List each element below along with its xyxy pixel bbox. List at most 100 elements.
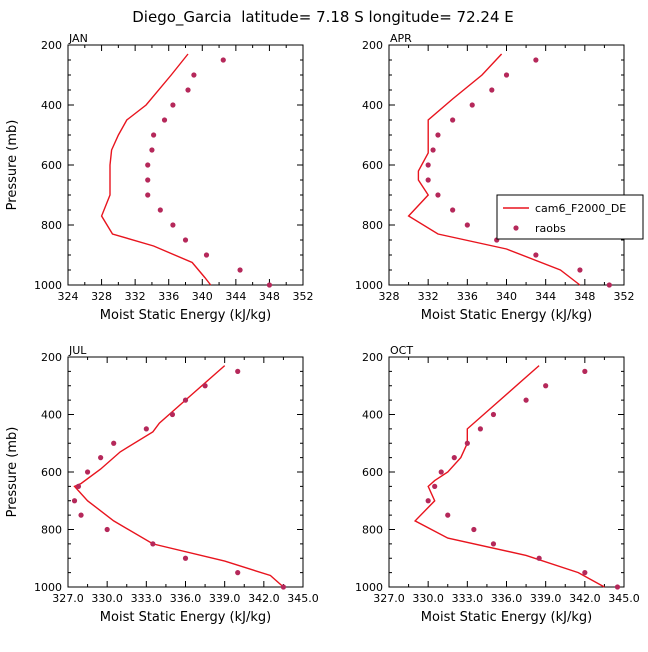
raob-point (151, 132, 157, 138)
x-tick-label: 328 (379, 290, 400, 303)
raob-point (203, 252, 210, 258)
raob-point (577, 267, 583, 273)
legend-dot-swatch (513, 225, 519, 231)
model-line (407, 53, 581, 286)
x-axis-title: Moist Static Energy (kJ/kg) (421, 610, 592, 625)
raob-point (503, 72, 510, 78)
raob-point (614, 584, 621, 590)
raob-point (582, 368, 588, 374)
raob-point (536, 555, 542, 561)
series-line (413, 365, 605, 588)
raob-point (445, 512, 451, 518)
raob-point (280, 584, 287, 590)
series-scatter (145, 57, 273, 288)
x-tick-label: 344 (225, 290, 246, 303)
legend-label: raobs (535, 222, 566, 235)
model-line (413, 365, 605, 588)
raob-point (489, 87, 495, 93)
x-tick-label: 327.0 (373, 592, 405, 605)
raob-point (84, 469, 91, 475)
series-line (100, 53, 212, 286)
y-tick-label: 400 (41, 99, 62, 112)
raob-point (438, 469, 444, 475)
y-axis-title: Pressure (mb) (5, 120, 20, 211)
x-axis-title: Moist Static Energy (kJ/kg) (100, 308, 271, 323)
raob-point (425, 162, 431, 168)
raob-point (150, 541, 156, 547)
x-tick-label: 332 (125, 290, 146, 303)
raob-point (220, 57, 226, 63)
raob-point (169, 411, 176, 418)
series-line (73, 365, 284, 588)
raob-point (237, 267, 243, 273)
y-tick-label: 400 (362, 99, 383, 112)
y-tick-label: 1000 (355, 581, 383, 594)
x-tick-label: 330.0 (412, 592, 444, 605)
y-tick-label: 200 (41, 351, 62, 364)
raob-point (157, 207, 163, 213)
raob-point (606, 282, 612, 288)
raob-point (111, 440, 117, 446)
raob-point (71, 498, 78, 504)
raob-point (425, 498, 431, 504)
x-tick-label: 344 (535, 290, 556, 303)
x-tick-label: 336 (457, 290, 478, 303)
raob-point (471, 526, 477, 533)
x-tick-label: 352 (293, 290, 314, 303)
x-tick-label: 327.0 (52, 592, 84, 605)
y-tick-label: 200 (41, 39, 62, 52)
raob-point (170, 222, 176, 228)
x-axis-title: Moist Static Energy (kJ/kg) (100, 610, 271, 625)
x-tick-label: 339.0 (209, 592, 241, 605)
legend-box (496, 194, 644, 240)
y-tick-label: 800 (362, 524, 383, 537)
x-tick-label: 333.0 (452, 592, 484, 605)
raob-point (464, 440, 470, 446)
raob-point (523, 397, 529, 403)
raob-point (145, 192, 151, 198)
raob-point (143, 426, 149, 432)
x-tick-label: 324 (58, 290, 79, 303)
y-tick-label: 200 (362, 39, 383, 52)
x-tick-label: 348 (259, 290, 280, 303)
y-tick-label: 600 (41, 466, 62, 479)
model-line (100, 53, 212, 286)
y-tick-label: 800 (41, 524, 62, 537)
raob-point (582, 570, 588, 576)
x-tick-label: 340 (192, 290, 213, 303)
x-tick-label: 348 (574, 290, 595, 303)
plot-frame (67, 44, 304, 286)
x-tick-label: 336.0 (491, 592, 523, 605)
y-tick-label: 1000 (34, 581, 62, 594)
legend-label: cam6_F2000_DE (535, 202, 626, 215)
raob-point (161, 117, 168, 123)
raob-point (490, 411, 497, 418)
raob-point (543, 383, 549, 389)
raob-point (432, 483, 438, 489)
x-tick-label: 339.0 (530, 592, 562, 605)
series-line (407, 53, 581, 286)
raob-point (170, 102, 176, 108)
plot-frame (67, 356, 304, 588)
y-tick-label: 400 (362, 409, 383, 422)
raob-point (266, 282, 273, 288)
raob-point (78, 512, 84, 518)
y-tick-label: 800 (362, 219, 383, 232)
panel-label: JAN (68, 32, 88, 45)
x-tick-label: 345.0 (287, 592, 319, 605)
raob-point (450, 207, 456, 213)
model-line (73, 365, 284, 588)
raob-point (191, 72, 197, 78)
raob-point (145, 162, 151, 168)
panel-label: JUL (68, 344, 87, 357)
raob-point (98, 455, 104, 461)
x-tick-label: 340 (496, 290, 517, 303)
raob-point (435, 192, 441, 198)
plot-frame (388, 356, 625, 588)
